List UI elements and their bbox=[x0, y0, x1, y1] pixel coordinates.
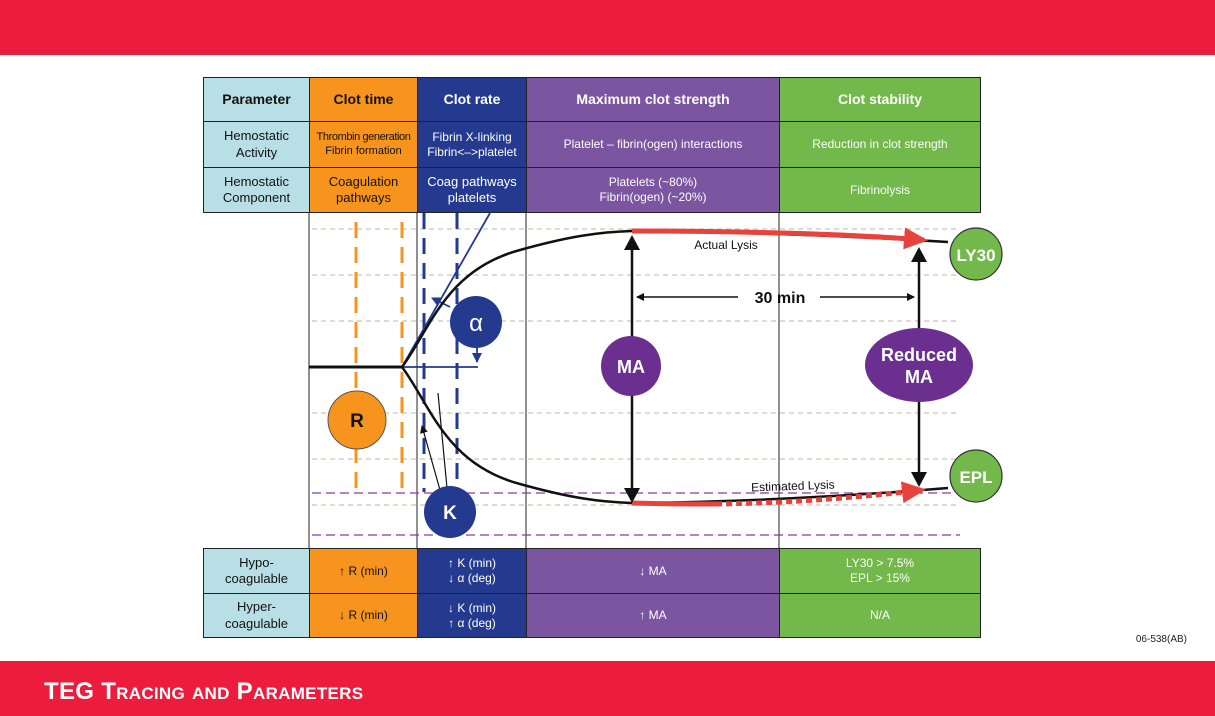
label-line-2: coagulable bbox=[225, 571, 288, 586]
component-clot-time: Coagulation pathways bbox=[309, 167, 418, 213]
hypo-stability-line-1: LY30 > 7.5% bbox=[845, 556, 915, 570]
hypo-clot-rate-line-1: ↑ K (min) bbox=[448, 556, 496, 570]
label-line-2: Activity bbox=[235, 144, 278, 160]
hypo-clot-rate: ↑ K (min) ↓ α (deg) bbox=[417, 548, 527, 594]
alpha-circle bbox=[450, 296, 502, 348]
hypo-clot-time: ↑ R (min) bbox=[309, 548, 418, 594]
grid-lines bbox=[312, 228, 960, 506]
reduced-ma-label-2: MA bbox=[905, 367, 933, 387]
lysis-reference-lines bbox=[312, 492, 960, 536]
label-line-1: Hypo- bbox=[239, 554, 274, 570]
component-clot-rate: Coag pathways platelets bbox=[417, 167, 527, 213]
k-arrow-2 bbox=[437, 392, 448, 489]
activity-clot-rate: Fibrin X-linking Fibrin<–>platelet bbox=[417, 121, 527, 168]
lower-trace bbox=[401, 366, 949, 505]
hyper-strength: ↑ MA bbox=[526, 593, 780, 638]
hypo-strength: ↓ MA bbox=[526, 548, 780, 594]
component-clot-rate-line-2: platelets bbox=[447, 190, 497, 205]
hypo-clot-rate-line-2: ↓ α (deg) bbox=[448, 571, 496, 585]
label-line-1: Hemostatic bbox=[223, 128, 290, 144]
activity-stability: Reduction in clot strength bbox=[779, 121, 981, 168]
upper-trace bbox=[401, 229, 949, 368]
row-hemostatic-component-label: Hemostatic Component bbox=[203, 167, 310, 213]
component-strength: Platelets (~80%) Fibrin(ogen) (~20%) bbox=[526, 167, 780, 213]
hypo-stability: LY30 > 7.5% EPL > 15% bbox=[779, 548, 981, 594]
ma-circle bbox=[601, 336, 661, 396]
component-clot-time-line-2: pathways bbox=[336, 190, 391, 205]
component-clot-rate-line-1: Coag pathways bbox=[427, 173, 517, 189]
estimated-lysis-solid bbox=[631, 500, 717, 507]
header-clot-stability: Clot stability bbox=[779, 77, 981, 122]
hyper-clot-rate-line-1: ↓ K (min) bbox=[448, 600, 496, 615]
activity-strength: Platelet – fibrin(ogen) interactions bbox=[526, 121, 780, 168]
hyper-clot-time: ↓ R (min) bbox=[309, 593, 418, 638]
row-hemostatic-activity-label: Hemostatic Activity bbox=[203, 121, 310, 168]
k-arrow-1 bbox=[420, 425, 441, 491]
activity-clot-time-line-2: Fibrin formation bbox=[325, 144, 402, 157]
ly30-circle bbox=[949, 227, 1003, 281]
reduced-ma-circle bbox=[865, 328, 973, 402]
top-banner bbox=[0, 0, 1215, 55]
label-line-1: Hyper- bbox=[236, 599, 276, 615]
hyper-clot-rate: ↓ K (min) ↑ α (deg) bbox=[417, 593, 527, 638]
epl-label: EPL bbox=[959, 468, 992, 487]
component-strength-line-1: Platelets (~80%) bbox=[608, 175, 698, 189]
header-parameter: Parameter bbox=[203, 77, 310, 122]
r-label: R bbox=[350, 411, 364, 432]
label-line-2: coagulable bbox=[225, 615, 288, 631]
estimated-lysis-label: Estimated Lysis bbox=[751, 478, 835, 495]
ly30-label: LY30 bbox=[956, 246, 995, 265]
estimated-lysis-dotted bbox=[715, 481, 926, 507]
figure-code: 06-538(AB) bbox=[1135, 634, 1187, 645]
actual-lysis-arrow bbox=[631, 227, 928, 250]
hyper-clot-rate-line-2: ↑ α (deg) bbox=[448, 615, 496, 630]
thirty-min-label: 30 min bbox=[755, 290, 806, 307]
component-stability: Fibrinolysis bbox=[779, 167, 981, 213]
hypo-stability-line-2: EPL > 15% bbox=[850, 571, 910, 585]
alpha-arrow-top bbox=[431, 297, 451, 308]
k-circle bbox=[424, 486, 476, 538]
activity-clot-time: Thrombin generation Fibrin formation bbox=[309, 121, 418, 168]
actual-lysis-label: Actual Lysis bbox=[694, 238, 758, 252]
alpha-label: α bbox=[469, 310, 483, 337]
bottom-banner bbox=[0, 661, 1215, 716]
r-circle bbox=[327, 390, 387, 450]
header-max-clot-strength: Maximum clot strength bbox=[526, 77, 780, 122]
page-title: TEG Tracing and Parameters bbox=[44, 678, 364, 705]
ma-label: MA bbox=[617, 357, 645, 377]
k-label: K bbox=[443, 503, 457, 524]
hyper-stability: N/A bbox=[779, 593, 981, 638]
component-clot-time-line-1: Coagulation bbox=[328, 173, 399, 189]
label-line-2: Component bbox=[222, 190, 291, 205]
activity-clot-rate-line-2: Fibrin<–>platelet bbox=[427, 144, 517, 159]
activity-clot-rate-line-1: Fibrin X-linking bbox=[432, 129, 512, 144]
activity-clot-time-line-1: Thrombin generation bbox=[316, 130, 411, 143]
header-clot-rate: Clot rate bbox=[417, 77, 527, 122]
reduced-ma-label-1: Reduced bbox=[881, 345, 957, 365]
row-hyper-label: Hyper- coagulable bbox=[203, 593, 310, 638]
row-hypo-label: Hypo- coagulable bbox=[203, 548, 310, 594]
alpha-tangent bbox=[401, 212, 491, 368]
component-strength-line-2: Fibrin(ogen) (~20%) bbox=[599, 190, 707, 204]
label-line-1: Hemostatic bbox=[223, 173, 290, 189]
header-clot-time: Clot time bbox=[309, 77, 418, 122]
epl-circle bbox=[949, 449, 1003, 503]
